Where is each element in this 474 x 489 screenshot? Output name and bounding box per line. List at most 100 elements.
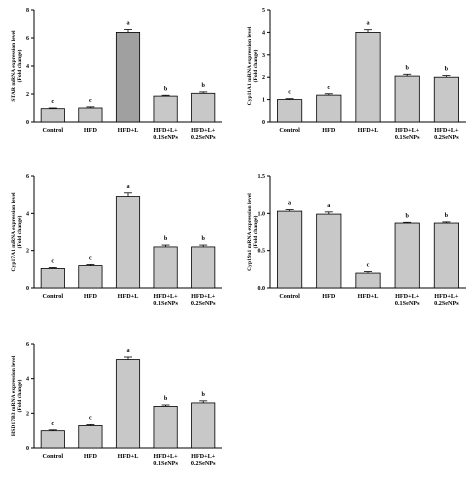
category-label: 0.2SeNPs [434,134,459,141]
bar [115,359,141,449]
category-label: HFD+L [358,127,379,134]
significance-letter: c [89,97,92,104]
y-axis-label: STAR mRNA expression level [11,30,17,102]
y-tick-label: 0 [262,120,265,126]
category-label: Control [43,127,64,134]
y-tick-label: 4 [26,64,29,70]
category-label: HFD+L [118,293,139,300]
bar [316,94,342,123]
bar [191,246,216,289]
significance-letter: c [51,257,54,264]
chart-cyp11a1: 0 1 2 3 4 5 Cyp11A1 mRNA expression level (Fold… [238,4,470,162]
category-label: HFD+L+ [191,293,216,300]
category-label: 0.2SeNPs [191,460,216,467]
y-tick-label: 6 [26,36,29,42]
bar [40,268,65,289]
category-label: 0.2SeNPs [191,134,216,141]
category-label: HFD+L+ [153,453,178,460]
category-label: HFD+L [118,453,139,460]
significance-letter: c [51,98,54,105]
category-label: HFD+L+ [191,127,216,134]
category-label: 0.2SeNPs [191,300,216,307]
category-label: 0.1SeNPs [395,134,420,141]
significance-letter: c [89,414,92,421]
chart-star: 0 2 4 6 8 STAR mRNA expression level (Fold cha… [4,4,226,162]
bar [433,222,459,289]
bar [355,272,381,289]
category-label: HFD [84,127,98,134]
significance-letter: b [445,212,449,219]
y-tick-label: 1 [262,98,265,104]
y-tick-label: 0 [26,286,29,292]
category-label: Control [279,127,300,134]
bar [277,99,303,123]
y-tick-label: 1.0 [258,211,266,217]
category-label: Control [43,293,64,300]
significance-letter: b [201,82,205,89]
y-tick-label: 0.5 [258,249,266,255]
y-axis-label: Cyp19a1 mRNA expression level [247,193,253,271]
category-label: 0.2SeNPs [434,300,459,307]
category-label: HFD+L+ [153,127,178,134]
bar [40,430,65,449]
y-tick-label: 6 [26,174,29,180]
y-tick-label: 0.0 [258,286,266,292]
significance-letter: a [126,20,129,27]
significance-letter: b [201,235,205,242]
y-tick-label: 3 [262,53,265,59]
bar [115,31,141,123]
category-label: HFD+L+ [191,453,216,460]
y-tick-label: 0 [26,446,29,452]
significance-letter: b [164,235,168,242]
category-label: Control [43,453,64,460]
bar [153,406,178,449]
bar [355,31,381,123]
category-label: 0.1SeNPs [153,460,178,467]
y-tick-label: 2 [26,92,29,98]
y-tick-label: 2 [26,249,29,255]
bar [433,76,459,123]
category-label: HFD+L [118,127,139,134]
y-axis-label-unit: (Fold change) [16,379,23,412]
bar [78,265,103,289]
category-label: HFD [322,127,336,134]
significance-letter: b [164,395,168,402]
significance-letter: a [126,347,129,354]
category-label: 0.1SeNPs [153,134,178,141]
y-axis-label-unit: (Fold change) [252,215,259,248]
bar [153,246,178,289]
y-axis-label: HSD17B3 mRNA expression level [11,355,17,436]
y-tick-label: 4 [26,377,29,383]
y-tick-label: 5 [262,8,265,14]
bar [191,92,216,123]
bar [316,213,342,289]
bar [394,222,420,289]
significance-letter: a [366,20,369,27]
y-tick-label: 6 [26,342,29,348]
significance-letter: c [367,262,370,269]
category-label: HFD+L+ [434,127,459,134]
y-axis-label: Cyp17A1 mRNA expression level [11,192,17,271]
category-label: Control [279,293,300,300]
y-axis-label-unit: (Fold change) [252,49,259,82]
y-tick-label: 0 [26,120,29,126]
significance-letter: a [126,183,129,190]
category-label: 0.1SeNPs [153,300,178,307]
category-label: HFD+L+ [434,293,459,300]
y-axis-label-unit: (Fold change) [16,49,23,82]
chart-hsd17b3: 0 2 4 6 HSD17B3 mRNA expression level (Fold c… [4,338,226,488]
category-label: HFD [84,293,98,300]
y-tick-label: 2 [262,75,265,81]
significance-letter: a [288,200,291,207]
significance-letter: a [327,202,330,209]
chart-cyp19a1: 0.0 0.5 1.0 1.5 Cyp19a1 mRNA expression leve… [238,170,470,330]
significance-letter: b [405,64,409,71]
category-label: 0.1SeNPs [395,300,420,307]
significance-letter: b [164,85,168,92]
significance-letter: c [288,89,291,96]
y-tick-label: 2 [26,411,29,417]
chart-cyp17a1: 0 2 4 6 Cyp17A1 mRNA expression level (Fold c… [4,170,226,330]
bar [115,196,141,289]
bar [277,210,303,289]
